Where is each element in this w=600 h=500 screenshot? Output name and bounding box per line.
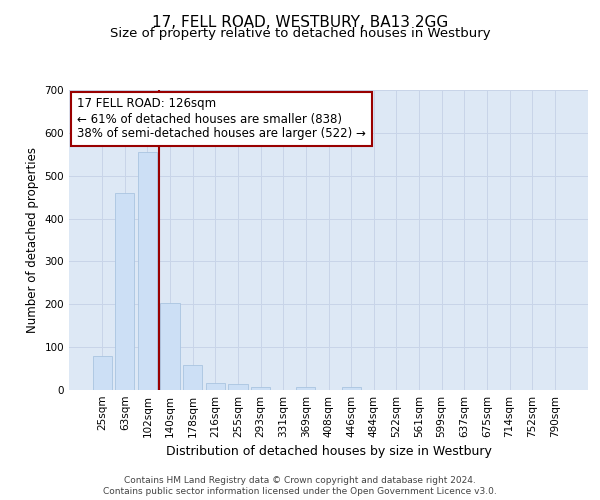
Y-axis label: Number of detached properties: Number of detached properties — [26, 147, 39, 333]
Text: Contains HM Land Registry data © Crown copyright and database right 2024.: Contains HM Land Registry data © Crown c… — [124, 476, 476, 485]
Bar — [138, 152, 157, 390]
Text: 17, FELL ROAD, WESTBURY, BA13 2GG: 17, FELL ROAD, WESTBURY, BA13 2GG — [152, 15, 448, 30]
Bar — [160, 303, 180, 390]
Text: 17 FELL ROAD: 126sqm
← 61% of detached houses are smaller (838)
38% of semi-deta: 17 FELL ROAD: 126sqm ← 61% of detached h… — [77, 98, 365, 140]
Bar — [251, 386, 270, 390]
Bar — [92, 356, 112, 390]
Bar — [183, 365, 202, 390]
Bar — [341, 386, 361, 390]
Bar — [115, 193, 134, 390]
Bar — [206, 382, 225, 390]
X-axis label: Distribution of detached houses by size in Westbury: Distribution of detached houses by size … — [166, 446, 491, 458]
Bar — [296, 386, 316, 390]
Text: Contains public sector information licensed under the Open Government Licence v3: Contains public sector information licen… — [103, 487, 497, 496]
Bar — [229, 384, 248, 390]
Text: Size of property relative to detached houses in Westbury: Size of property relative to detached ho… — [110, 28, 490, 40]
